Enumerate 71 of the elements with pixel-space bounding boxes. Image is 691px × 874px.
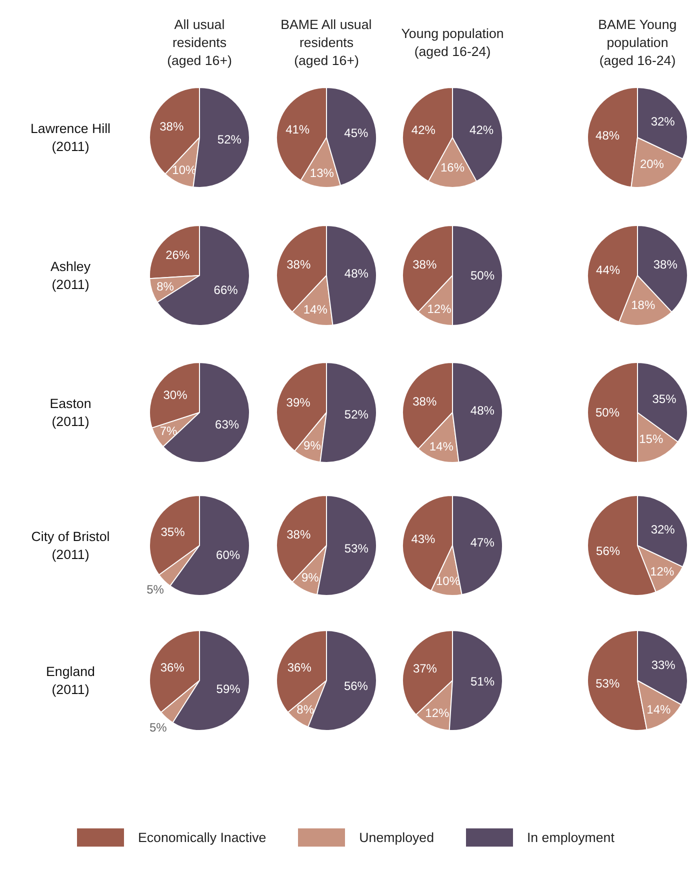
- data-label: 50%: [595, 406, 620, 420]
- data-label: 56%: [596, 544, 620, 558]
- data-label: 44%: [596, 262, 620, 277]
- data-label: 7%: [160, 424, 178, 438]
- data-label: 32%: [650, 522, 676, 536]
- data-label: 51%: [470, 674, 495, 688]
- legend-label: In employment: [526, 830, 614, 844]
- data-label: 18%: [631, 298, 656, 312]
- data-label: 8%: [296, 702, 314, 717]
- chart-title: BAME All usual residents (aged 16+): [280, 17, 372, 68]
- legend-label: Unemployed: [359, 830, 434, 844]
- chart-title: BAME Young population (aged 16-24): [598, 17, 677, 68]
- data-label: 10%: [172, 163, 197, 178]
- data-label: 38%: [160, 119, 184, 134]
- data-label: 36%: [287, 660, 312, 675]
- data-label: 14%: [646, 702, 671, 717]
- data-label: 43%: [411, 532, 436, 546]
- data-label: 42%: [470, 123, 494, 138]
- data-label: 52%: [217, 132, 242, 146]
- data-label: 36%: [160, 660, 185, 675]
- data-label: 45%: [344, 126, 369, 140]
- data-label: 13%: [310, 166, 334, 180]
- data-label: 37%: [412, 662, 438, 676]
- data-label: 38%: [412, 257, 437, 272]
- data-label: 35%: [652, 392, 677, 406]
- data-label: 20%: [640, 156, 664, 171]
- data-label: 63%: [215, 417, 240, 432]
- data-label: 42%: [411, 123, 436, 138]
- data-label: 48%: [344, 266, 369, 281]
- data-label: 33%: [651, 658, 676, 672]
- data-label: 14%: [429, 440, 454, 454]
- data-label: 9%: [304, 438, 322, 453]
- data-label: 38%: [412, 394, 437, 408]
- legend-label: Economically Inactive: [138, 830, 266, 844]
- text: England (2011): [46, 664, 95, 697]
- data-label: 38%: [286, 527, 311, 542]
- text: Lawrence Hill (2011): [30, 121, 111, 154]
- text: Ashley (2011): [50, 259, 91, 292]
- data-label: 56%: [344, 679, 368, 694]
- data-label: 32%: [650, 114, 676, 128]
- data-label: 53%: [344, 541, 369, 556]
- data-label: 41%: [286, 122, 310, 137]
- data-label: 48%: [596, 128, 620, 143]
- chart-title: Young population (aged 16-24): [401, 26, 504, 59]
- text: City of Bristol (2011): [31, 529, 110, 562]
- data-label: 30%: [163, 388, 188, 402]
- data-label: 5%: [146, 582, 164, 597]
- data-label: 8%: [156, 280, 174, 294]
- data-label: 66%: [214, 282, 238, 297]
- data-label: 48%: [470, 404, 495, 418]
- data-label: 47%: [470, 536, 495, 550]
- data-label: 52%: [344, 407, 369, 422]
- data-label: 38%: [286, 257, 311, 272]
- data-label: 16%: [440, 160, 465, 174]
- data-label: 26%: [166, 248, 190, 262]
- data-label: 38%: [653, 257, 678, 272]
- data-label: 14%: [303, 302, 328, 317]
- data-label: 53%: [596, 676, 620, 690]
- data-label: 12%: [425, 706, 450, 720]
- data-label: 15%: [639, 432, 664, 446]
- data-label: 35%: [160, 524, 186, 539]
- data-label: 59%: [216, 682, 241, 696]
- data-label: 12%: [427, 302, 452, 316]
- data-label: 60%: [216, 548, 240, 562]
- chart-title: All usual residents (aged 16+): [167, 17, 232, 68]
- data-label: 39%: [286, 395, 311, 410]
- data-label: 12%: [650, 564, 674, 579]
- data-label: 9%: [301, 570, 320, 585]
- data-label: 50%: [470, 268, 495, 282]
- text: Easton (2011): [50, 396, 92, 429]
- data-label: 5%: [149, 720, 168, 734]
